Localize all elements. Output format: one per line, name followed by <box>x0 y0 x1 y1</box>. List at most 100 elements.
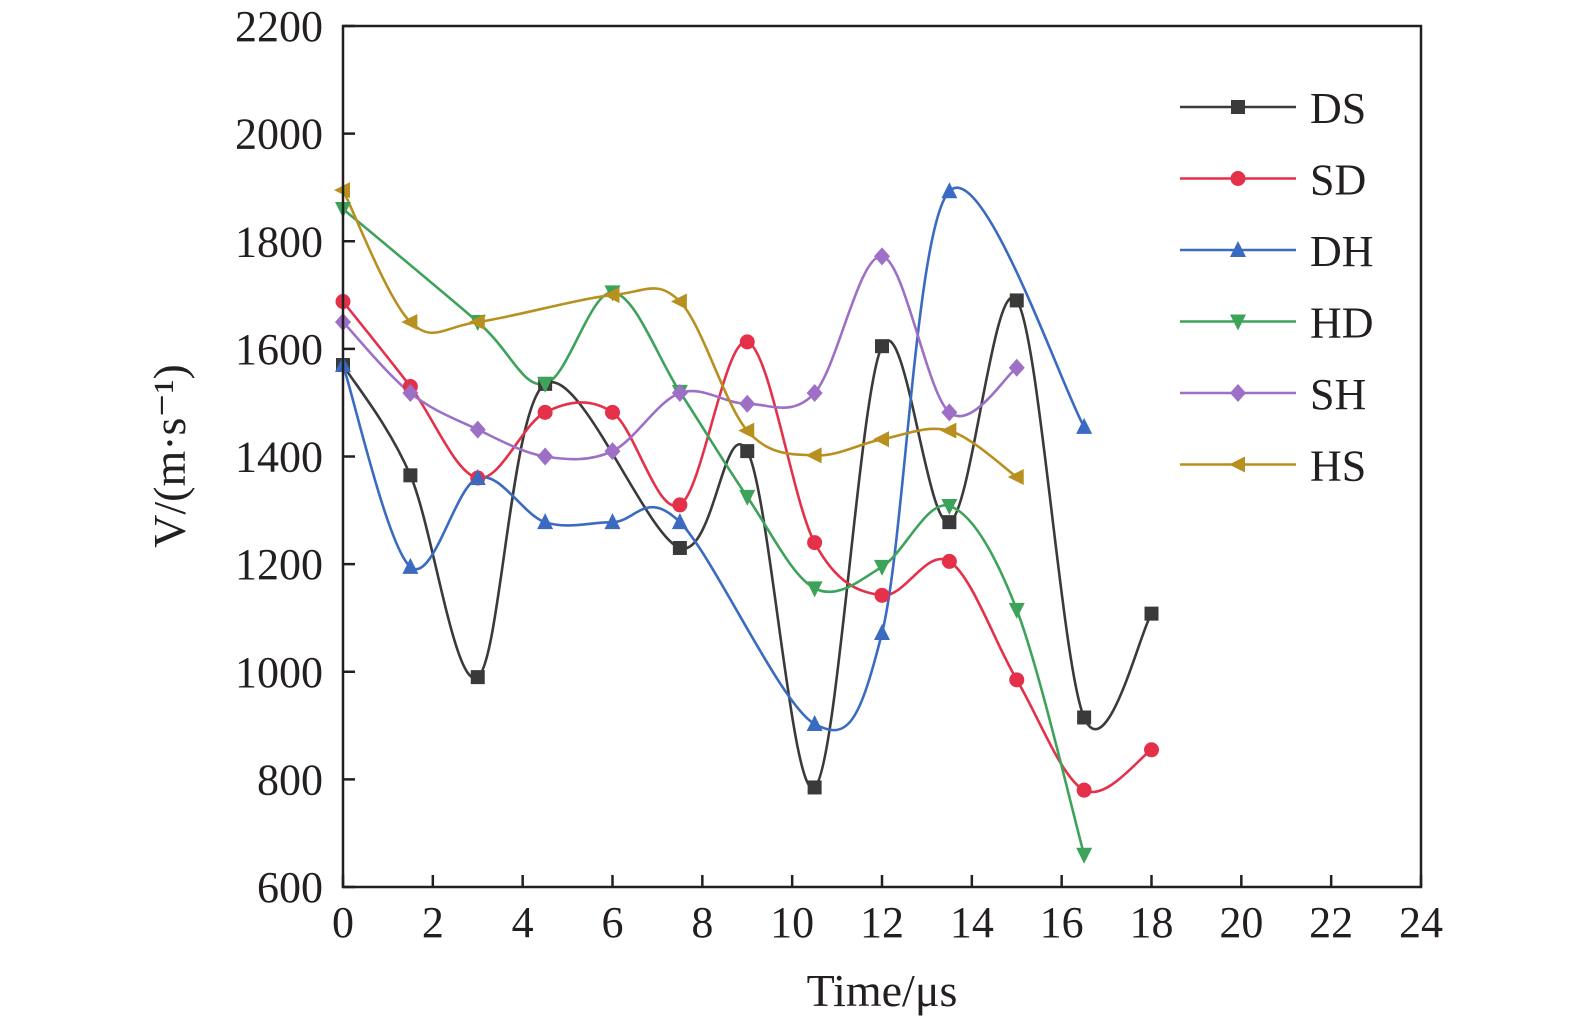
point-hd-6 <box>739 489 756 506</box>
legend-label-hd: HD <box>1310 299 1374 348</box>
plot-frame <box>341 24 1423 889</box>
y-tick-label-6: 1800 <box>235 217 323 266</box>
point-dh-11 <box>1076 417 1093 434</box>
x-tick-label-11: 22 <box>1309 898 1353 947</box>
legend-label-sd: SD <box>1310 156 1366 205</box>
point-hd-10 <box>1008 602 1025 619</box>
point-dh-7 <box>806 714 823 731</box>
point-ds-7 <box>807 780 822 795</box>
x-tick-label-3: 6 <box>602 898 624 947</box>
point-hd-8 <box>874 559 890 576</box>
legend: DS SD DH HD SH HS <box>1180 84 1374 491</box>
legend-label-dh: DH <box>1310 227 1374 276</box>
series-line-hs <box>341 189 1018 478</box>
point-sh-7 <box>806 384 823 403</box>
y-tick-label-4: 1400 <box>235 433 323 482</box>
point-ds-8 <box>875 339 889 354</box>
x-tick-label-12: 24 <box>1399 898 1443 947</box>
y-tick-label-5: 1600 <box>235 325 323 374</box>
point-ds-12 <box>1144 606 1159 621</box>
point-sd-10 <box>1009 672 1025 688</box>
y-tick-label-2: 1000 <box>235 648 323 697</box>
point-sh-9 <box>941 403 958 422</box>
x-axis-ticks: 0 2 4 6 8 10 12 14 16 18 20 22 24 <box>332 875 1443 947</box>
point-sd-8 <box>874 587 890 603</box>
x-tick-label-9: 18 <box>1130 898 1174 947</box>
legend-marker-hs <box>1229 456 1245 473</box>
point-ds-6 <box>740 444 755 459</box>
point-dh-5 <box>671 513 688 530</box>
point-hd-9 <box>941 499 958 516</box>
point-sd-5 <box>672 497 688 513</box>
point-dh-1 <box>402 557 419 574</box>
point-sd-12 <box>1144 742 1159 758</box>
point-sh-3 <box>537 447 554 466</box>
point-hs-1 <box>401 313 418 330</box>
point-sh-1 <box>402 384 419 403</box>
point-sh-6 <box>739 394 756 413</box>
point-sd-4 <box>605 404 620 420</box>
point-hs-9 <box>940 422 957 439</box>
point-dh-9 <box>941 182 958 199</box>
point-hd-7 <box>806 581 823 598</box>
x-tick-label-4: 8 <box>691 898 713 947</box>
point-hs-10 <box>1007 468 1024 485</box>
point-sh-5 <box>671 384 688 403</box>
legend-marker-hd <box>1230 314 1246 331</box>
x-tick-label-6: 12 <box>860 898 904 947</box>
point-sh-8 <box>874 247 890 266</box>
point-hs-8 <box>873 431 889 448</box>
point-hs-6 <box>738 422 755 439</box>
x-tick-label-1: 2 <box>422 898 444 947</box>
point-ds-10 <box>1009 293 1024 308</box>
legend-marker-ds <box>1231 100 1245 114</box>
y-tick-label-3: 1200 <box>235 540 323 589</box>
point-ds-5 <box>672 540 687 555</box>
point-hs-5 <box>670 293 687 310</box>
y-axis-ticks: 600 800 1000 1200 1400 1600 1800 2000 2200 <box>235 2 355 912</box>
legend-label-sh: SH <box>1310 370 1366 419</box>
point-sh-2 <box>469 420 486 439</box>
x-tick-label-10: 20 <box>1219 898 1263 947</box>
point-ds-9 <box>942 515 957 530</box>
point-dh-2 <box>469 469 486 486</box>
y-axis-title: V/(m·s⁻¹) <box>144 364 195 548</box>
series-line-sh <box>342 255 1018 461</box>
legend-label-ds: DS <box>1310 84 1366 133</box>
y-tick-label-7: 2000 <box>235 110 323 159</box>
point-ds-1 <box>403 468 418 483</box>
x-tick-label-8: 16 <box>1040 898 1084 947</box>
x-tick-label-7: 14 <box>950 898 994 947</box>
point-sd-11 <box>1076 782 1092 798</box>
point-dh-3 <box>537 513 554 530</box>
point-dh-8 <box>874 624 890 641</box>
point-sd-6 <box>739 334 755 350</box>
point-ds-11 <box>1077 710 1092 725</box>
series-line-hd <box>342 208 1086 856</box>
legend-marker-sh <box>1230 384 1246 402</box>
plot-markers <box>334 182 1159 864</box>
x-axis-title: Time/μs <box>807 965 958 1016</box>
y-tick-label-1: 800 <box>257 755 323 804</box>
series-line-dh <box>341 186 1086 732</box>
point-hd-11 <box>1076 847 1093 864</box>
y-tick-label-0: 600 <box>257 863 323 912</box>
x-tick-label-2: 4 <box>512 898 534 947</box>
point-dh-4 <box>604 513 621 530</box>
point-hs-7 <box>805 447 822 464</box>
legend-marker-sd <box>1230 171 1246 186</box>
point-hd-3 <box>537 376 554 393</box>
point-ds-2 <box>470 670 485 685</box>
point-sd-7 <box>807 535 823 551</box>
point-sd-9 <box>941 553 957 569</box>
point-sh-10 <box>1008 358 1025 377</box>
x-tick-label-5: 10 <box>770 898 814 947</box>
legend-marker-dh <box>1230 241 1246 257</box>
series-line-sd <box>341 300 1153 794</box>
point-hs-2 <box>468 313 485 330</box>
legend-label-hs: HS <box>1310 442 1366 491</box>
point-sh-4 <box>604 442 621 461</box>
y-tick-label-8: 2200 <box>235 2 323 51</box>
x-tick-label-0: 0 <box>332 898 354 947</box>
